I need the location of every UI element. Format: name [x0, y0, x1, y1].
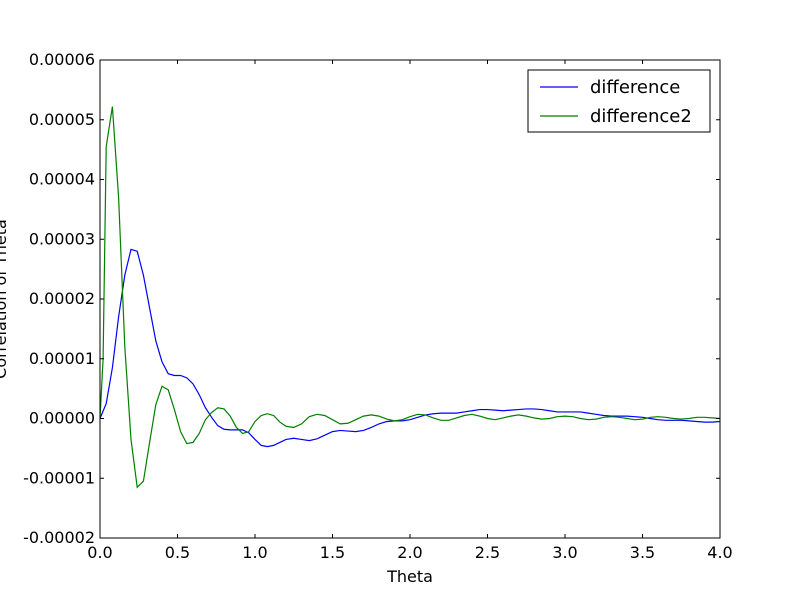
y-tick-label: 0.00001	[29, 349, 95, 368]
y-tick-label: 0.00005	[29, 110, 95, 129]
series-line-difference	[100, 248, 720, 448]
x-tick-label: 2.0	[397, 543, 422, 562]
y-tick-label: 0.00003	[29, 229, 95, 248]
legend-label-difference: difference	[590, 77, 680, 98]
x-tick-label: 3.0	[552, 543, 577, 562]
y-tick-label: -0.00002	[23, 528, 95, 547]
x-tick-label: 2.5	[475, 543, 500, 562]
x-tick-label: 1.0	[242, 543, 267, 562]
x-tick-label: 3.5	[630, 543, 655, 562]
x-tick-label: 0.5	[165, 543, 190, 562]
y-tick-label: 0.00004	[29, 170, 95, 189]
y-tick-label: 0.00002	[29, 289, 95, 308]
y-axis-label: Correlation of Theta	[0, 219, 10, 379]
series-line-difference2	[100, 106, 720, 489]
x-tick-label: 0.0	[87, 543, 112, 562]
axis-ticks: 0.0 0.5 1.0 1.5 2.0 2.5 3.0 3.5 4.0 -0.00002 -0.00…	[23, 50, 733, 562]
legend-label-difference2: difference2	[590, 106, 692, 127]
x-tick-label: 4.0	[707, 543, 732, 562]
y-tick-label: 0.00000	[29, 409, 95, 428]
x-axis-label: Theta	[386, 567, 433, 586]
series-layer	[100, 106, 720, 489]
legend-box	[527, 69, 711, 133]
x-tick-label: 1.5	[320, 543, 345, 562]
y-tick-label: 0.00006	[29, 50, 95, 69]
legend: difference difference2	[527, 69, 711, 133]
y-tick-label: -0.00001	[23, 468, 95, 487]
